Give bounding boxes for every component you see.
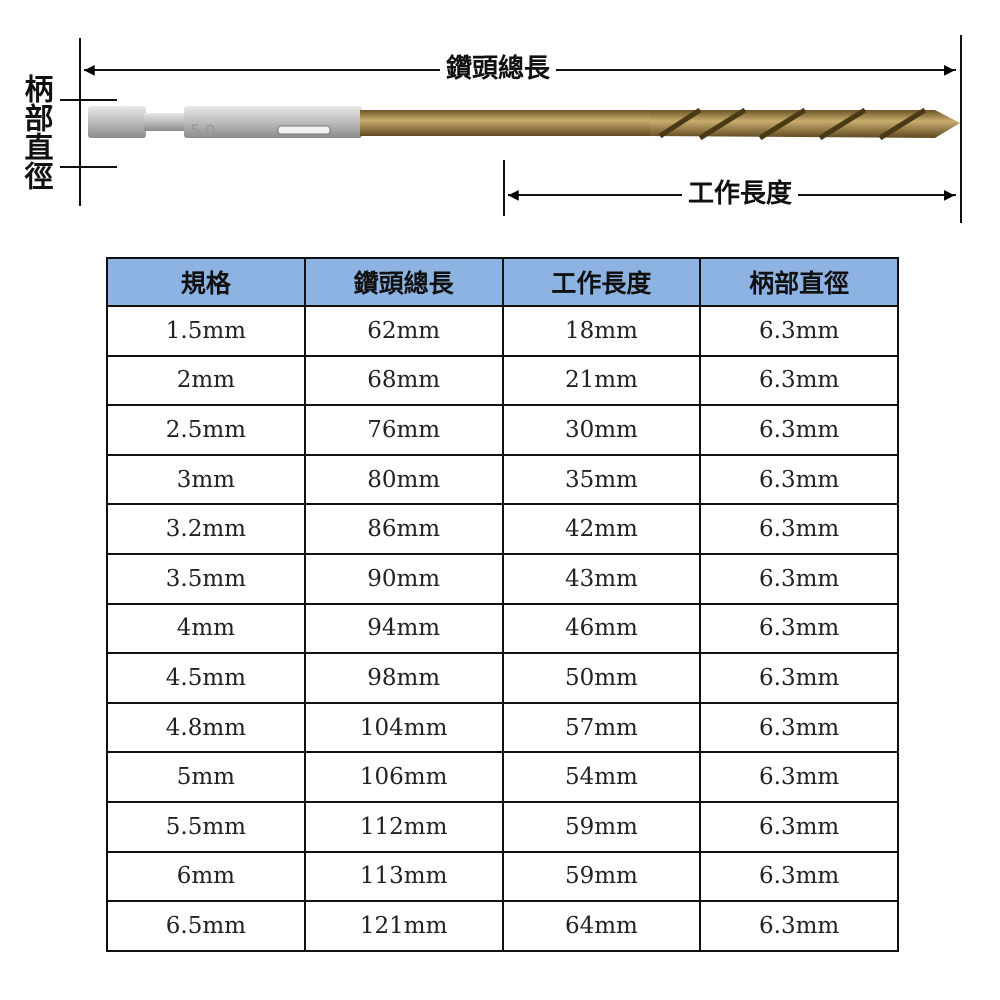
table-row: 3.5mm 90mm 43mm 6.3mm	[106, 552, 899, 605]
cell-working-length: 30mm	[501, 404, 702, 456]
table-row: 4.5mm 98mm 50mm 6.3mm	[106, 652, 899, 704]
cell-spec: 5mm	[106, 751, 306, 803]
cell-total-length: 62mm	[303, 305, 504, 357]
table-row: 4mm 94mm 46mm 6.3mm	[106, 602, 899, 655]
cell-spec: 4.8mm	[106, 701, 306, 754]
cell-spec: 6mm	[106, 850, 306, 903]
svg-text:5.0: 5.0	[190, 121, 215, 140]
cell-shank-diameter: 6.3mm	[699, 800, 899, 853]
table-row: 2.5mm 76mm 30mm 6.3mm	[106, 404, 899, 456]
table-row: 6mm 113mm 59mm 6.3mm	[106, 850, 899, 903]
cell-spec: 3mm	[106, 453, 306, 506]
cell-working-length: 59mm	[501, 850, 702, 903]
drill-bit-image: 5.0	[88, 106, 960, 141]
cell-shank-diameter: 6.3mm	[699, 404, 899, 456]
cell-working-length: 50mm	[501, 652, 702, 704]
cell-total-length: 112mm	[303, 800, 504, 853]
cell-shank-diameter: 6.3mm	[699, 453, 899, 506]
header-working-length: 工作長度	[501, 257, 702, 307]
cell-total-length: 94mm	[303, 602, 504, 655]
cell-working-length: 46mm	[501, 602, 702, 655]
cell-working-length: 64mm	[501, 900, 702, 952]
spec-table: 規格 鑽頭總長 工作長度 柄部直徑 1.5mm 62mm 18mm 6.3mm 2mm 6…	[106, 257, 899, 952]
cell-spec: 3.2mm	[106, 503, 306, 555]
table-row: 4.8mm 104mm 57mm 6.3mm	[106, 701, 899, 754]
cell-spec: 6.5mm	[106, 900, 306, 952]
cell-spec: 4.5mm	[106, 652, 306, 704]
working-length-label: 工作長度	[682, 179, 799, 209]
cell-shank-diameter: 6.3mm	[699, 751, 899, 803]
arrow-left-icon: ◀	[508, 187, 519, 203]
cell-total-length: 76mm	[303, 404, 504, 456]
shank-top-tick	[60, 99, 117, 101]
header-spec: 規格	[106, 257, 306, 307]
cell-working-length: 42mm	[501, 503, 702, 555]
cell-shank-diameter: 6.3mm	[699, 503, 899, 555]
cell-total-length: 80mm	[303, 453, 504, 506]
cell-total-length: 106mm	[303, 751, 504, 803]
total-length-label: 鑽頭總長	[440, 54, 557, 84]
cell-shank-diameter: 6.3mm	[699, 305, 899, 357]
right-extent-line	[960, 35, 962, 223]
cell-shank-diameter: 6.3mm	[699, 900, 899, 952]
working-start-line	[503, 160, 505, 216]
cell-shank-diameter: 6.3mm	[699, 602, 899, 655]
table-row: 1.5mm 62mm 18mm 6.3mm	[106, 305, 899, 357]
cell-spec: 2.5mm	[106, 404, 306, 456]
arrow-right-icon: ▶	[944, 187, 955, 203]
cell-working-length: 43mm	[501, 552, 702, 605]
cell-total-length: 104mm	[303, 701, 504, 754]
cell-total-length: 90mm	[303, 552, 504, 605]
cell-total-length: 121mm	[303, 900, 504, 952]
cell-working-length: 21mm	[501, 354, 702, 407]
cell-shank-diameter: 6.3mm	[699, 850, 899, 903]
cell-shank-diameter: 6.3mm	[699, 552, 899, 605]
arrow-left-icon: ◀	[84, 62, 95, 78]
arrow-right-icon: ▶	[944, 62, 955, 78]
cell-spec: 4mm	[106, 602, 306, 655]
cell-working-length: 57mm	[501, 701, 702, 754]
table-row: 5mm 106mm 54mm 6.3mm	[106, 751, 899, 803]
cell-spec: 1.5mm	[106, 305, 306, 357]
table-row: 3mm 80mm 35mm 6.3mm	[106, 453, 899, 506]
cell-working-length: 35mm	[501, 453, 702, 506]
cell-working-length: 18mm	[501, 305, 702, 357]
table-row: 2mm 68mm 21mm 6.3mm	[106, 354, 899, 407]
cell-total-length: 86mm	[303, 503, 504, 555]
table-row: 6.5mm 121mm 64mm 6.3mm	[106, 900, 899, 952]
cell-spec: 5.5mm	[106, 800, 306, 853]
cell-spec: 2mm	[106, 354, 306, 407]
shank-bottom-tick	[60, 166, 117, 168]
table-row: 5.5mm 112mm 59mm 6.3mm	[106, 800, 899, 853]
header-total-length: 鑽頭總長	[303, 257, 504, 307]
shank-diameter-label: 柄部直徑	[20, 74, 54, 190]
cell-spec: 3.5mm	[106, 552, 306, 605]
left-extent-line	[79, 38, 81, 206]
table-row: 3.2mm 86mm 42mm 6.3mm	[106, 503, 899, 555]
table-header-row: 規格 鑽頭總長 工作長度 柄部直徑	[106, 257, 899, 307]
cell-shank-diameter: 6.3mm	[699, 701, 899, 754]
cell-total-length: 113mm	[303, 850, 504, 903]
cell-working-length: 54mm	[501, 751, 702, 803]
shaft	[360, 107, 960, 141]
header-shank-diameter: 柄部直徑	[699, 257, 899, 307]
cell-total-length: 68mm	[303, 354, 504, 407]
shank: 5.0	[88, 106, 362, 140]
cell-working-length: 59mm	[501, 800, 702, 853]
cell-shank-diameter: 6.3mm	[699, 652, 899, 704]
cell-total-length: 98mm	[303, 652, 504, 704]
cell-shank-diameter: 6.3mm	[699, 354, 899, 407]
